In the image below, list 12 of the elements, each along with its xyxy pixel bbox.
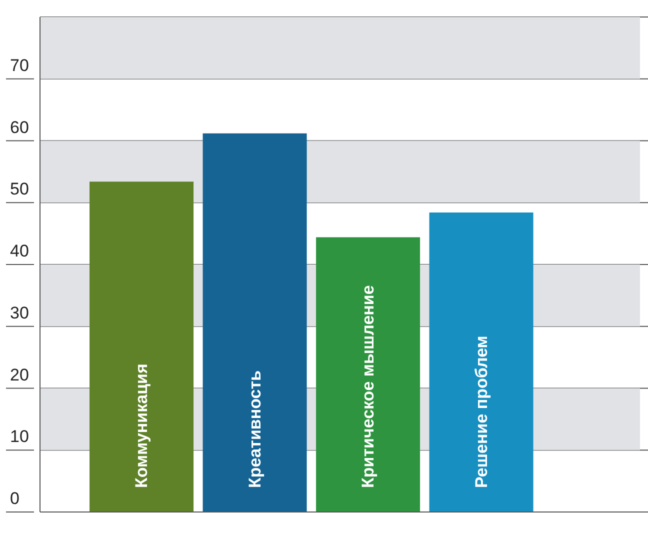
x-tick-label: Креативность xyxy=(245,370,264,488)
y-tick-label: 30 xyxy=(10,303,29,322)
y-tick-label: 20 xyxy=(10,365,29,384)
x-tick-label: Критическое мышление xyxy=(358,285,378,488)
y-tick-label: 10 xyxy=(10,427,29,446)
x-tick-label: Решение проблем xyxy=(472,336,491,488)
y-tick-label: 70 xyxy=(10,56,29,75)
y-tick-label: 50 xyxy=(10,180,29,199)
y-tick-label: 0 xyxy=(10,489,20,508)
y-tick-label: 60 xyxy=(10,118,29,137)
x-tick-label: Коммуникация xyxy=(132,364,152,488)
y-tick-label: 40 xyxy=(10,242,29,260)
